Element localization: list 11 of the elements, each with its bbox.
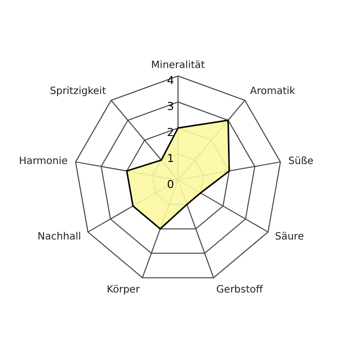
spoke-label: Süße: [288, 156, 314, 168]
spoke-label: Gerbstoff: [216, 284, 264, 296]
y-tick-label: 0: [167, 178, 174, 191]
spoke-label: Spritzigkeit: [50, 86, 106, 98]
spoke-label: Aromatik: [250, 86, 296, 98]
spoke-label: Harmonie: [18, 156, 68, 168]
spoke-label: Mineralität: [151, 60, 205, 71]
spoke-label: Körper: [106, 284, 141, 296]
spoke-label: Säure: [274, 232, 304, 243]
spoke-label: Nachhall: [38, 232, 82, 243]
y-tick-label: 1: [167, 152, 174, 165]
